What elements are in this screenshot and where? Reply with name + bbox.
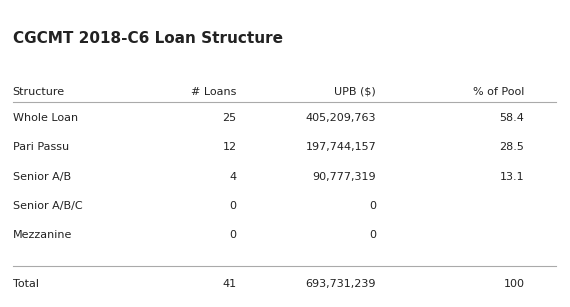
Text: CGCMT 2018-C6 Loan Structure: CGCMT 2018-C6 Loan Structure — [13, 31, 283, 46]
Text: Mezzanine: Mezzanine — [13, 230, 72, 240]
Text: 4: 4 — [229, 172, 237, 181]
Text: Senior A/B: Senior A/B — [13, 172, 71, 181]
Text: 197,744,157: 197,744,157 — [306, 142, 376, 152]
Text: 0: 0 — [369, 201, 376, 211]
Text: UPB ($): UPB ($) — [335, 87, 376, 97]
Text: 0: 0 — [369, 230, 376, 240]
Text: 28.5: 28.5 — [499, 142, 524, 152]
Text: 405,209,763: 405,209,763 — [306, 113, 376, 123]
Text: Structure: Structure — [13, 87, 64, 97]
Text: 0: 0 — [230, 201, 237, 211]
Text: Whole Loan: Whole Loan — [13, 113, 78, 123]
Text: 12: 12 — [222, 142, 237, 152]
Text: 693,731,239: 693,731,239 — [306, 279, 376, 289]
Text: 90,777,319: 90,777,319 — [312, 172, 376, 181]
Text: Pari Passu: Pari Passu — [13, 142, 68, 152]
Text: 58.4: 58.4 — [499, 113, 524, 123]
Text: Total: Total — [13, 279, 39, 289]
Text: 100: 100 — [503, 279, 524, 289]
Text: 0: 0 — [230, 230, 237, 240]
Text: % of Pool: % of Pool — [473, 87, 524, 97]
Text: 41: 41 — [222, 279, 237, 289]
Text: 25: 25 — [222, 113, 237, 123]
Text: Senior A/B/C: Senior A/B/C — [13, 201, 82, 211]
Text: 13.1: 13.1 — [500, 172, 524, 181]
Text: # Loans: # Loans — [191, 87, 237, 97]
